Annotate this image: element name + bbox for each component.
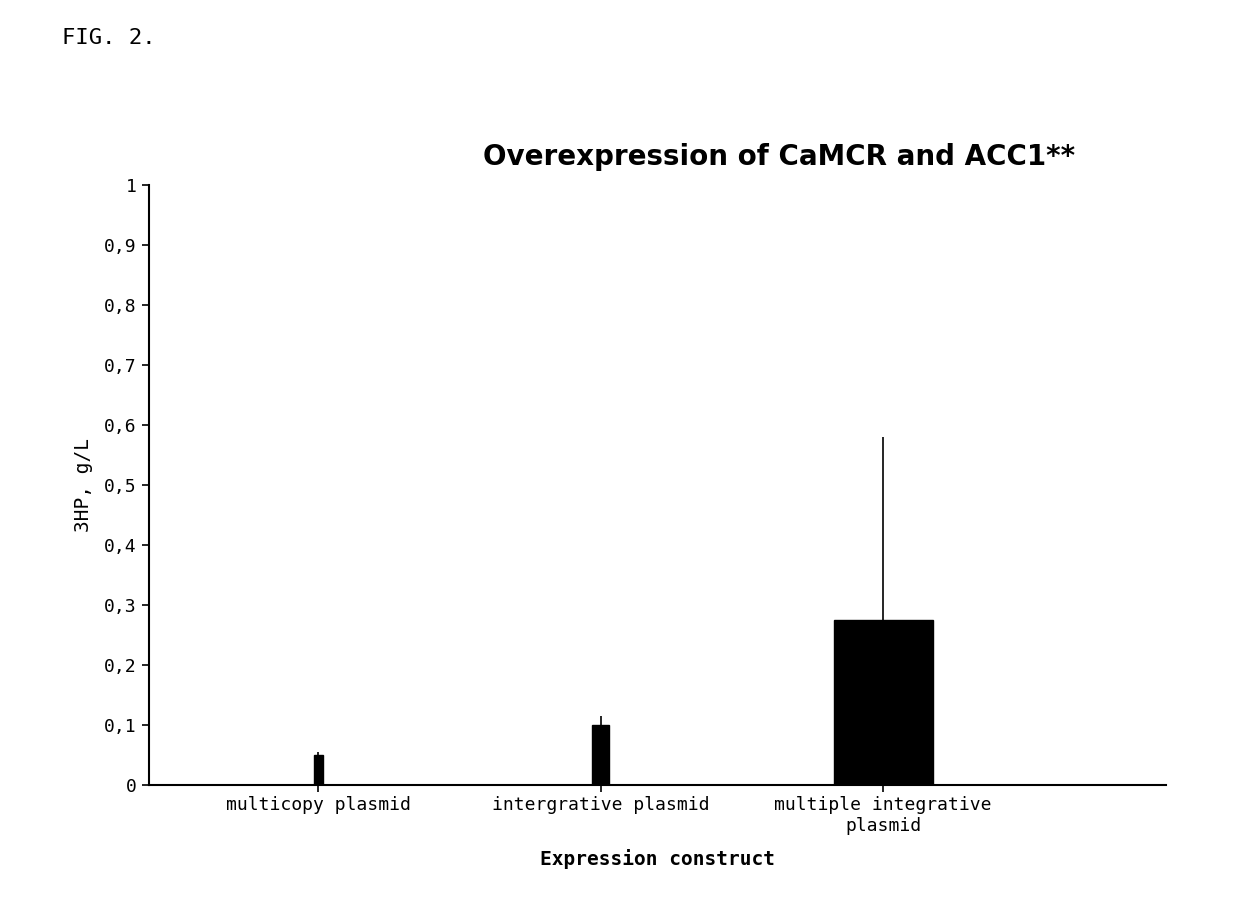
- X-axis label: Expression construct: Expression construct: [539, 849, 775, 869]
- Bar: [593, 725, 609, 785]
- Bar: [314, 755, 322, 785]
- Y-axis label: 3HP, g/L: 3HP, g/L: [74, 438, 93, 532]
- Title: Overexpression of CaMCR and ACC1**: Overexpression of CaMCR and ACC1**: [484, 143, 1075, 171]
- Bar: [833, 619, 932, 785]
- Text: FIG. 2.: FIG. 2.: [62, 28, 156, 48]
